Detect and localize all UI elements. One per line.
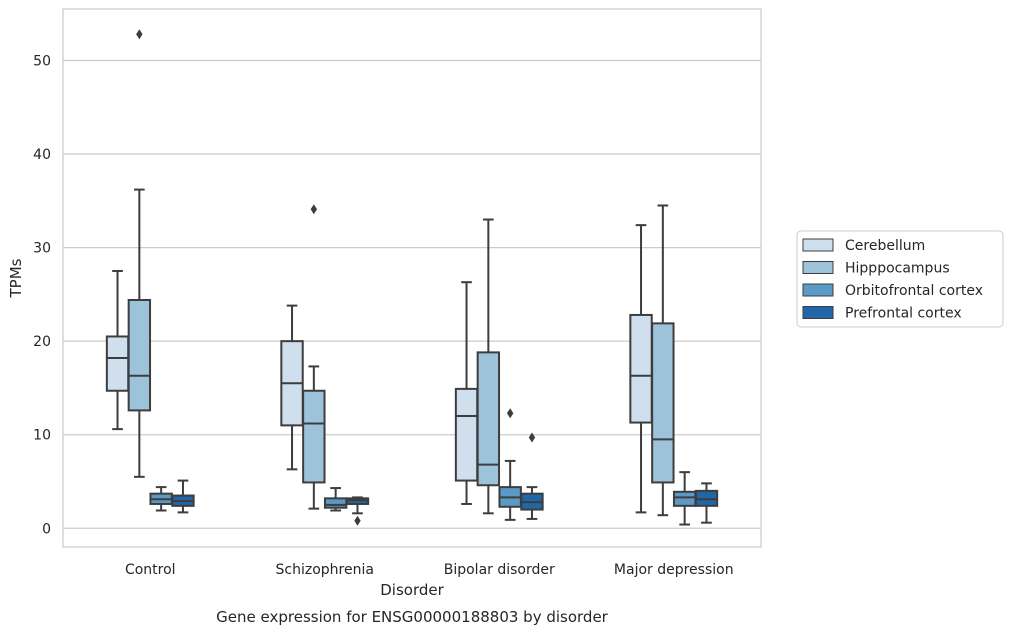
legend-label: Cerebellum xyxy=(845,238,925,254)
y-tick-label: 40 xyxy=(33,147,51,163)
legend-swatch xyxy=(802,306,834,319)
box-body xyxy=(476,351,501,487)
boxes xyxy=(105,29,719,526)
y-tick-label: 10 xyxy=(33,428,51,444)
box-hipppocampus xyxy=(302,204,326,510)
box-cerebellum xyxy=(105,269,130,431)
y-axis-title: TPMs xyxy=(7,258,25,298)
y-tick-label: 30 xyxy=(33,241,51,257)
legend-label: Orbitofrontal cortex xyxy=(845,283,983,299)
y-tick-label: 0 xyxy=(42,521,51,537)
box-body xyxy=(629,313,653,424)
box-prefrontal-cortex xyxy=(171,479,195,514)
box-prefrontal-cortex xyxy=(345,496,370,526)
box-orbitofrontal-cortex xyxy=(149,486,173,512)
outlier-point xyxy=(310,204,318,215)
box-hipppocampus xyxy=(127,29,152,478)
box-body xyxy=(127,298,152,412)
legend-swatch xyxy=(802,283,834,297)
outlier-point xyxy=(506,408,514,419)
outlier-point xyxy=(528,432,536,443)
box-cerebellum xyxy=(454,281,479,505)
box-cerebellum xyxy=(280,304,304,471)
box-orbitofrontal-cortex xyxy=(498,408,522,521)
box-orbitofrontal-cortex xyxy=(323,487,348,512)
grid-lines xyxy=(63,59,761,529)
box-body xyxy=(454,387,479,482)
box-orbitofrontal-cortex xyxy=(672,471,697,526)
box-hipppocampus xyxy=(651,204,675,517)
legend: Cerebellum Hipppocampus Orbitofrontal cort… xyxy=(796,230,1004,328)
x-tick-label: Bipolar disorder xyxy=(444,562,555,578)
chart-caption: Gene expression for ENSG00000188803 by d… xyxy=(216,608,609,626)
box-prefrontal-cortex xyxy=(520,432,544,520)
box-body xyxy=(651,322,675,484)
x-tick-label: Control xyxy=(125,562,176,578)
box-cerebellum xyxy=(629,224,653,514)
box-body xyxy=(323,497,348,509)
outlier-point xyxy=(354,515,361,526)
legend-swatch xyxy=(802,238,834,252)
legend-frame xyxy=(796,230,1004,328)
y-tick-label: 50 xyxy=(33,53,51,69)
box-body xyxy=(105,335,130,392)
plot-frame xyxy=(62,8,762,548)
x-tick-labels: Control Schizophrenia Bipolar disorder Majo… xyxy=(125,562,734,578)
x-tick-label: Major depression xyxy=(614,562,734,578)
x-axis-title: Disorder xyxy=(380,581,444,599)
outlier-point xyxy=(136,29,143,40)
legend-label: Hipppocampus xyxy=(845,261,950,277)
legend-label: Prefrontal cortex xyxy=(845,306,962,322)
box-prefrontal-cortex xyxy=(694,482,719,524)
box-body xyxy=(672,490,697,507)
box-hipppocampus xyxy=(476,218,501,515)
y-tick-labels: 0 10 20 30 40 50 xyxy=(33,53,51,537)
legend-swatch xyxy=(802,261,834,274)
box-body xyxy=(302,389,326,484)
x-tick-label: Schizophrenia xyxy=(276,562,374,578)
y-tick-label: 20 xyxy=(33,334,51,350)
